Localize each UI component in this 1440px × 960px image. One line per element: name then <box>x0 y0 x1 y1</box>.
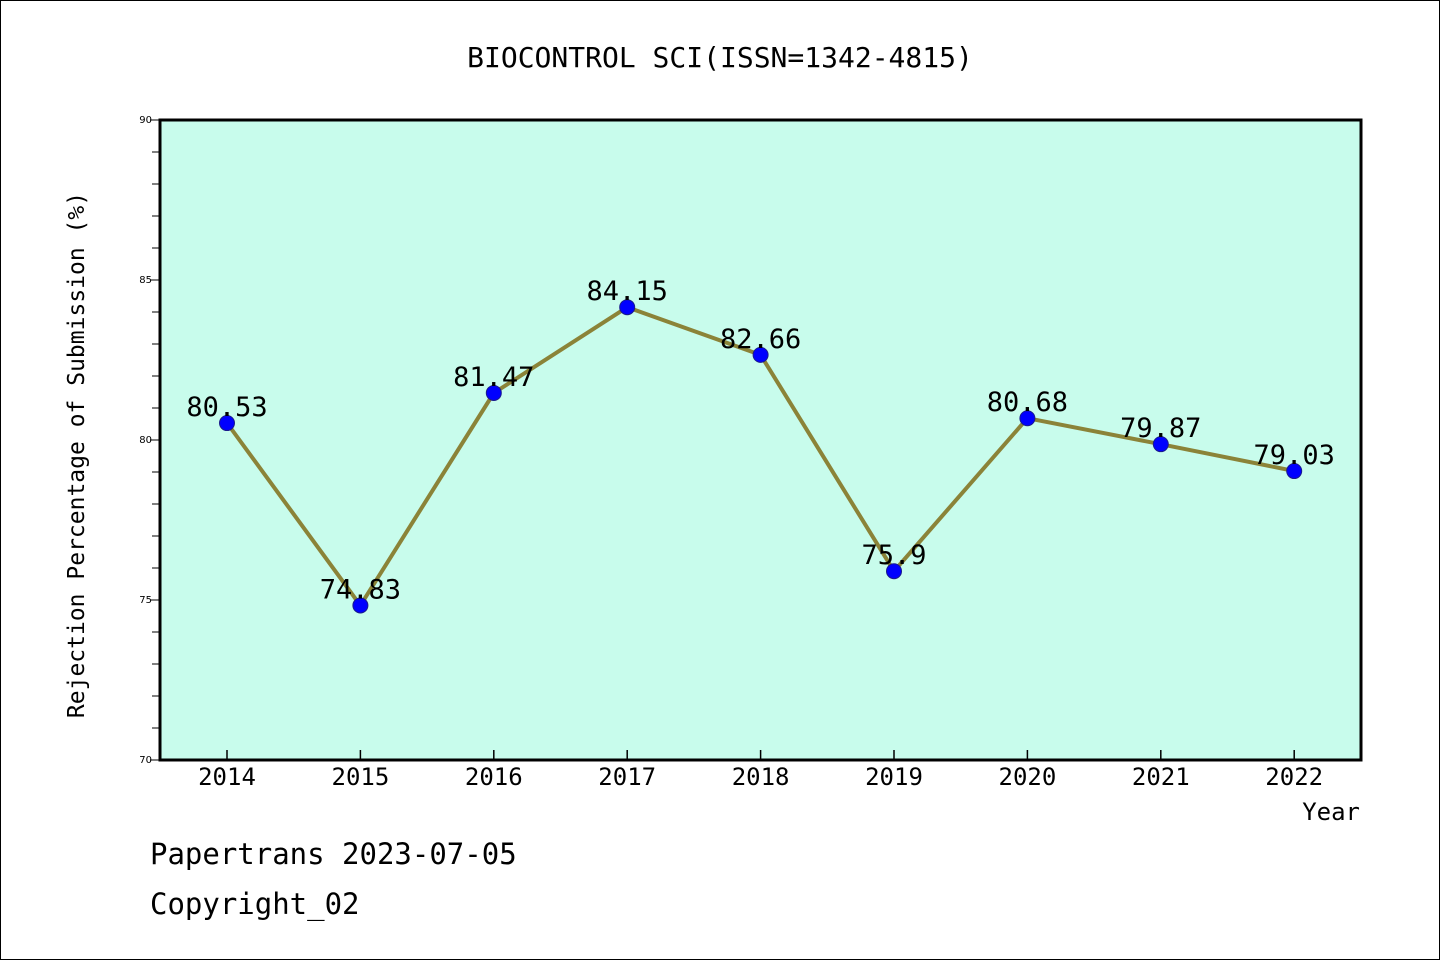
data-point-marker <box>1286 463 1303 480</box>
x-tick-label: 2019 <box>865 763 923 791</box>
data-point-marker <box>219 415 235 432</box>
footer-date: Papertrans 2023-07-05 <box>150 837 517 871</box>
y-axis: 70 75 80 85 90 <box>139 115 160 766</box>
data-label: 75.9 <box>861 540 926 571</box>
x-tick-label: 2021 <box>1132 763 1190 791</box>
x-tick-label: 2017 <box>598 763 656 791</box>
x-tick-label: 2022 <box>1265 763 1323 791</box>
data-label: 79.03 <box>1254 440 1335 471</box>
chart-title: BIOCONTROL SCI(ISSN=1342-4815) <box>467 41 973 74</box>
data-point-marker <box>886 563 902 580</box>
data-point-marker <box>485 384 502 401</box>
data-label: 82.66 <box>720 324 801 355</box>
x-tick-label: 2020 <box>999 763 1057 791</box>
data-label: 80.53 <box>186 392 267 423</box>
y-tick-label: 80 <box>139 435 152 446</box>
x-axis: 2014 2015 2016 2017 2018 2019 2020 2021 2022 <box>198 750 1323 791</box>
y-tick-label: 70 <box>139 755 152 766</box>
data-label: 80.68 <box>987 387 1068 418</box>
x-tick-label: 2018 <box>732 763 790 791</box>
data-label: 84.15 <box>587 276 668 307</box>
y-tick-label: 85 <box>139 275 152 286</box>
x-tick-label: 2014 <box>198 763 256 791</box>
y-tick-label: 90 <box>139 115 152 126</box>
x-tick-label: 2016 <box>465 763 523 791</box>
data-label: 74.83 <box>320 574 401 605</box>
data-label: 81.47 <box>453 362 534 393</box>
x-axis-label: Year <box>1302 798 1360 826</box>
data-point-marker <box>1019 410 1036 427</box>
data-point-marker <box>752 346 769 363</box>
footer-copyright: Copyright_02 <box>150 887 360 922</box>
data-point-marker <box>1152 436 1169 453</box>
data-point-marker <box>352 597 369 614</box>
series: 80.53 74.83 81.47 84.15 82.66 75.9 80.68 79.87 7… <box>186 276 1335 614</box>
x-tick-label: 2015 <box>332 763 390 791</box>
data-point-marker <box>619 299 636 316</box>
data-label: 79.87 <box>1120 413 1201 444</box>
y-axis-label: Rejection Percentage of Submission (%) <box>64 192 90 718</box>
y-tick-label: 75 <box>139 595 152 606</box>
